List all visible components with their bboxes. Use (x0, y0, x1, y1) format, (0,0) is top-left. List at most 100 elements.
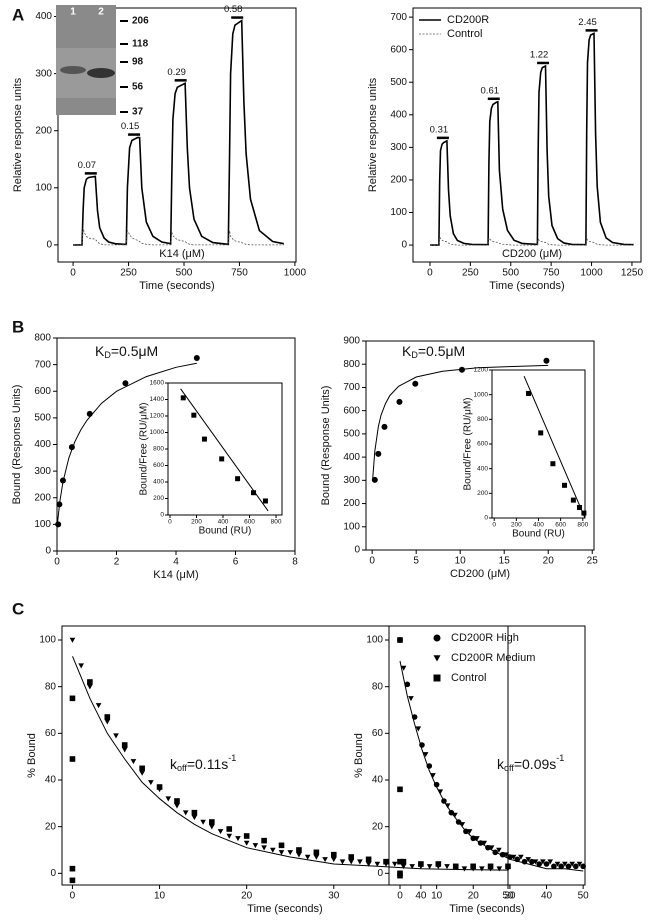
x-tick-label: 600 (555, 522, 566, 529)
marker (191, 815, 198, 821)
gel-lane-label: 2 (98, 7, 104, 18)
y-tick-label: 400 (343, 452, 360, 463)
marker (381, 423, 388, 430)
panel-label: C (12, 599, 24, 618)
y-tick-label: 20 (45, 821, 57, 832)
y-axis-label: Relative response units (12, 77, 24, 192)
formula-rest: =0.11s (187, 756, 228, 772)
y-tick-label: 800 (153, 446, 164, 453)
marker (576, 861, 583, 867)
marker (496, 847, 502, 853)
legend-marker (433, 674, 441, 682)
y-tick-label: 700 (343, 382, 360, 393)
y-axis-label: Bound (Response Units) (11, 385, 23, 505)
y-tick-label: 0 (50, 868, 56, 879)
marker (121, 747, 128, 753)
legend-marker (433, 655, 441, 662)
marker (357, 859, 363, 865)
y-tick-label: 500 (390, 77, 407, 88)
y-axis-label: % Bound (26, 733, 38, 778)
x-axis-label: Time (seconds) (489, 280, 564, 292)
y-tick-label: 200 (477, 490, 488, 497)
marker (174, 803, 180, 809)
y-tick-label: 100 (366, 635, 383, 646)
x-axis-label: Time (seconds) (247, 903, 322, 915)
y-tick-label: 400 (153, 479, 164, 486)
x-tick-label: 600 (244, 519, 255, 526)
formula-sub: D (411, 350, 418, 360)
marker (435, 861, 442, 867)
marker (581, 510, 587, 516)
y-tick-label: 0 (401, 240, 407, 251)
marker (235, 836, 241, 842)
y-tick-label: 300 (390, 142, 407, 153)
y-tick-label: 1000 (150, 429, 165, 436)
marker (226, 833, 233, 839)
y-tick-label: 200 (390, 175, 407, 186)
x-tick-label: 0 (70, 268, 76, 279)
marker (404, 681, 411, 688)
y-tick-label: 1200 (150, 413, 165, 420)
x-tick-label: 40 (541, 891, 553, 902)
marker (130, 759, 137, 765)
marker (304, 854, 311, 860)
x-tick-label: 20 (468, 891, 480, 902)
y-tick-label: 0 (377, 868, 383, 879)
formula-base: K (402, 343, 412, 359)
x-tick-label: 40 (415, 891, 427, 902)
y-tick-label: 800 (477, 416, 488, 423)
y-axis-label: Relative response units (367, 77, 379, 192)
y-tick-label: 400 (477, 465, 488, 472)
marker (396, 398, 403, 405)
marker (397, 786, 403, 793)
series-line (57, 362, 197, 522)
formula-sub: off (177, 763, 187, 773)
x-tick-label: 30 (504, 891, 516, 902)
x-tick-label: 0 (369, 556, 375, 567)
marker (104, 719, 111, 725)
gel-marker-label: 37 (132, 107, 144, 118)
marker (518, 854, 524, 860)
legend-label: Control (451, 672, 486, 684)
y-axis-label: % Bound (353, 733, 365, 778)
y-tick-label: 400 (390, 109, 407, 120)
formula-sup: -1 (556, 753, 564, 763)
marker (148, 780, 154, 786)
marker (510, 854, 517, 860)
marker (547, 859, 553, 865)
y-tick-label: 60 (45, 728, 57, 739)
marker (562, 482, 568, 488)
annotation-label: 0.29 (167, 67, 186, 78)
marker (180, 395, 186, 401)
x-tick-label: 50 (578, 891, 590, 902)
panel-label: B (12, 317, 24, 336)
marker (397, 637, 403, 643)
marker (550, 461, 556, 467)
marker (330, 851, 337, 858)
gel-lane-label: 1 (70, 7, 76, 18)
x-tick-label: 250 (120, 268, 137, 279)
marker (540, 859, 546, 865)
x-tick-label: 15 (499, 556, 511, 567)
x-tick-label: 250 (462, 268, 479, 279)
marker (461, 866, 468, 872)
x-tick-label: 400 (533, 522, 544, 529)
marker (488, 845, 495, 851)
marker (412, 380, 419, 387)
x-tick-label: 0 (397, 891, 403, 902)
marker (209, 819, 215, 825)
series-line (430, 235, 634, 246)
marker (262, 498, 268, 504)
y-tick-label: 40 (45, 775, 57, 786)
x-axis-label: Time (seconds) (139, 280, 214, 292)
y-tick-label: 0 (160, 512, 164, 519)
marker (121, 742, 128, 748)
marker (139, 765, 145, 772)
marker (400, 665, 407, 671)
marker (235, 476, 241, 482)
formula: koff=0.11s-1 (170, 753, 236, 773)
x-axis-label: Time (seconds) (449, 903, 524, 915)
marker (313, 849, 320, 856)
x-tick-label: 500 (502, 268, 519, 279)
